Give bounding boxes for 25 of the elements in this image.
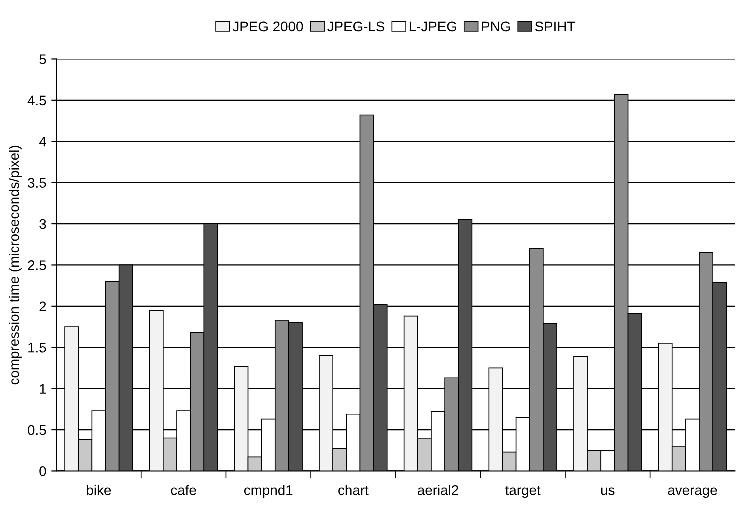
legend-label: JPEG 2000 xyxy=(232,22,304,32)
y-tick-label: 3.5 xyxy=(28,178,46,188)
x-tick-label: cmpnd1 xyxy=(244,485,293,498)
y-tick-label: 0.5 xyxy=(28,425,46,436)
legend-label: SPIHT xyxy=(535,22,576,32)
y-tick-label: 4 xyxy=(39,137,46,147)
y-tick-label: 5 xyxy=(40,54,46,64)
x-tick-label: bike xyxy=(87,485,112,496)
x-tick-label: cafe xyxy=(171,485,196,496)
x-tick-label: target xyxy=(506,486,541,498)
x-tick-label: chart xyxy=(338,485,369,496)
legend-label: JPEG-LS xyxy=(328,22,385,32)
y-tick-label: 1.5 xyxy=(28,343,46,353)
x-tick-label: aerial2 xyxy=(418,485,458,496)
legend-label: PNG xyxy=(482,22,510,32)
x-tick-label: average xyxy=(668,488,718,498)
y-tick-label: 1 xyxy=(40,384,46,394)
y-tick-label: 2.5 xyxy=(28,260,46,270)
y-tick-label: 4.5 xyxy=(28,96,46,106)
x-tick-label: us xyxy=(601,488,615,496)
y-axis-title: compression time (microseconds/pixel) xyxy=(9,146,22,385)
y-tick-label: 3 xyxy=(40,219,46,230)
y-tick-label: 0 xyxy=(40,466,46,476)
y-tick-label: 2 xyxy=(40,302,46,312)
legend-label: L-JPEG xyxy=(410,22,456,32)
